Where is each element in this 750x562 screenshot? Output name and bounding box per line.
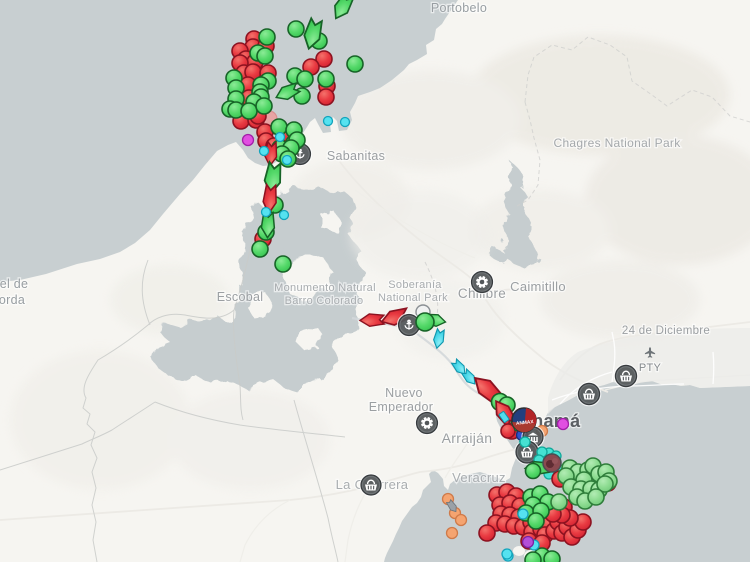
svg-text:Caimitillo: Caimitillo (510, 279, 566, 294)
svg-text:Nuevo: Nuevo (385, 386, 423, 400)
svg-text:Barro Colorado: Barro Colorado (285, 295, 364, 307)
svg-text:Escobal: Escobal (217, 290, 264, 304)
svg-text:Emperador: Emperador (369, 400, 434, 414)
svg-text:orda: orda (0, 293, 25, 307)
svg-text:24 de Diciembre: 24 de Diciembre (622, 325, 710, 337)
svg-text:el de: el de (0, 277, 28, 291)
svg-text:Monumento Natural: Monumento Natural (274, 282, 376, 294)
svg-text:Chagres National Park: Chagres National Park (553, 136, 681, 150)
svg-text:ANMAX: ANMAX (516, 419, 535, 427)
svg-text:Portobelo: Portobelo (431, 1, 487, 15)
svg-text:Soberanía: Soberanía (388, 279, 442, 291)
svg-text:Veracruz: Veracruz (452, 470, 506, 485)
svg-text:Sabanitas: Sabanitas (327, 149, 385, 163)
svg-text:Arraiján: Arraiján (442, 430, 493, 446)
svg-text:PTY: PTY (639, 362, 662, 374)
svg-text:National Park: National Park (378, 292, 448, 304)
